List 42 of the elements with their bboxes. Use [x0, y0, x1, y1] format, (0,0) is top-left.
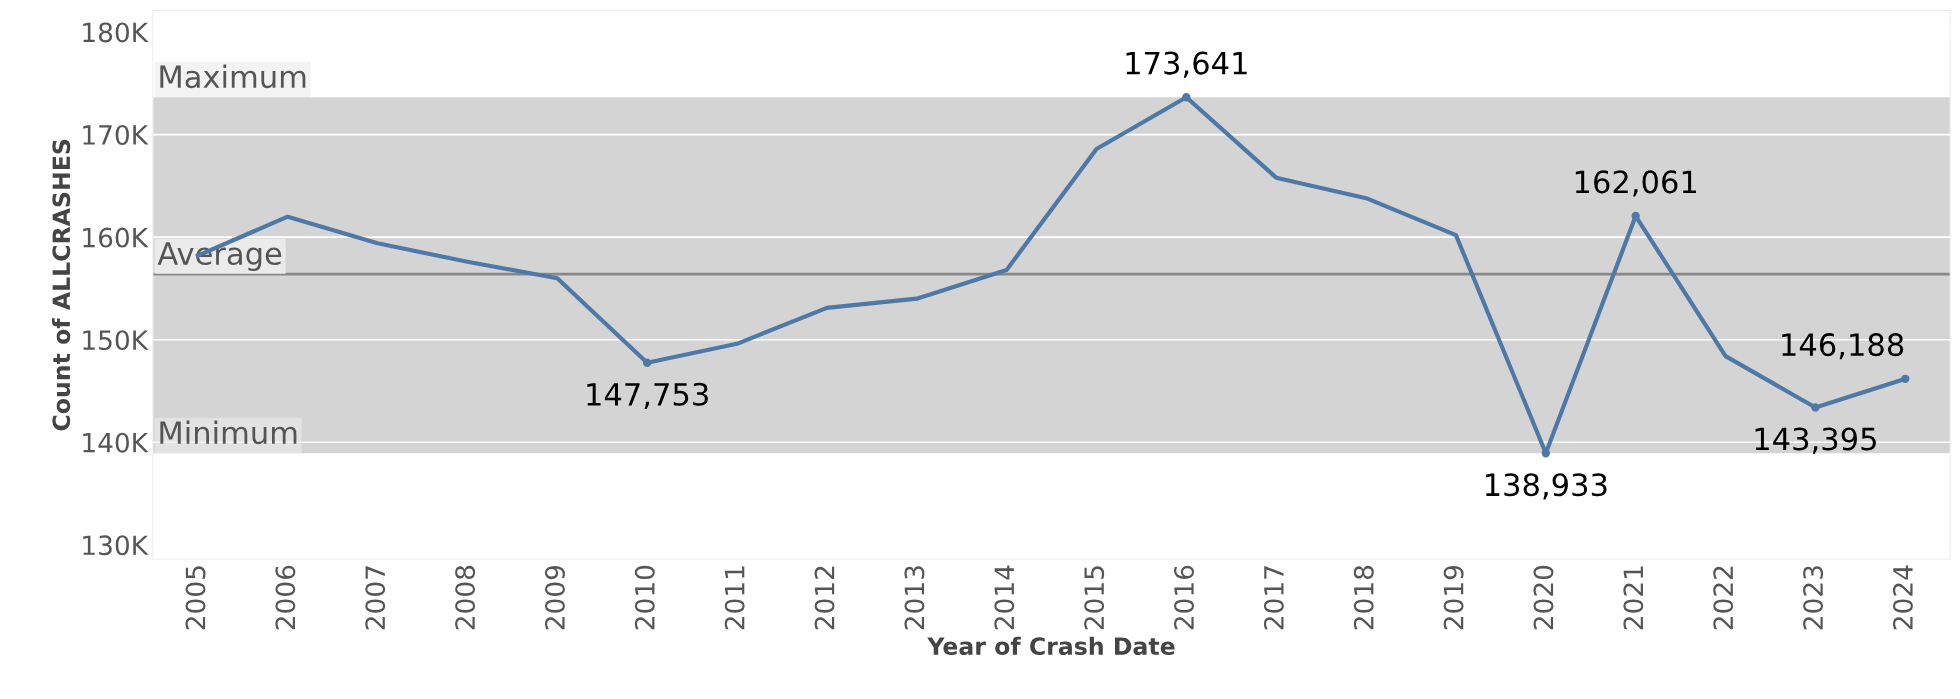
point: [1541, 449, 1550, 458]
x-tick-label: 2008: [455, 565, 476, 630]
point: [1811, 403, 1820, 412]
annotation: Maximum: [160, 64, 306, 89]
y-axis-title: Count of ALLCRASHES: [51, 139, 71, 431]
x-tick-label: 2006: [275, 565, 296, 630]
y-tick-label: 140K: [83, 432, 149, 453]
x-tick-label: 2017: [1263, 566, 1284, 630]
ref-line-label: Average: [157, 242, 282, 271]
x-tick-label: 2009: [544, 565, 565, 630]
y-tick-label: 180K: [83, 22, 149, 43]
x-tick-label: 2012: [814, 566, 835, 630]
x-tick-label: 2022: [1713, 566, 1734, 630]
x-tick-label: 2021: [1623, 566, 1644, 630]
x-tick-label: 2020: [1533, 565, 1554, 630]
y-tick-label: 130K: [83, 535, 149, 556]
x-tick-label: 2018: [1353, 565, 1374, 630]
data-label: 138,933: [1485, 473, 1607, 500]
data-label: 146,188: [1782, 333, 1904, 360]
data-label: 143,395: [1755, 427, 1876, 454]
annotation: Minimum: [160, 420, 297, 445]
y-tick-label: 150K: [83, 330, 149, 351]
x-tick-label: 2005: [185, 566, 206, 630]
x-tick-label: 2024: [1892, 565, 1913, 630]
x-tick-label: 2023: [1803, 566, 1824, 630]
point: [642, 358, 652, 367]
x-tick-label: 2013: [904, 566, 925, 630]
y-tick-label: 160K: [83, 227, 149, 248]
data-label: 162,061: [1575, 170, 1697, 197]
x-tick-label: 2019: [1443, 565, 1464, 630]
y-tick-label: 170K: [83, 125, 149, 145]
x-tick-label: 2011: [724, 566, 745, 630]
x-axis-title: Year of Crash Date: [927, 636, 1175, 656]
x-tick-label: 2007: [365, 566, 386, 630]
x-tick-label: 2010: [634, 565, 655, 630]
data-label: 173,641: [1126, 51, 1247, 78]
x-tick-label: 2014: [994, 565, 1015, 630]
x-tick-label: 2016: [1174, 565, 1194, 630]
x-tick-label: 2015: [1084, 566, 1105, 630]
data-label: 147,753: [587, 382, 708, 409]
point: [1901, 374, 1910, 383]
point: [1182, 93, 1191, 102]
